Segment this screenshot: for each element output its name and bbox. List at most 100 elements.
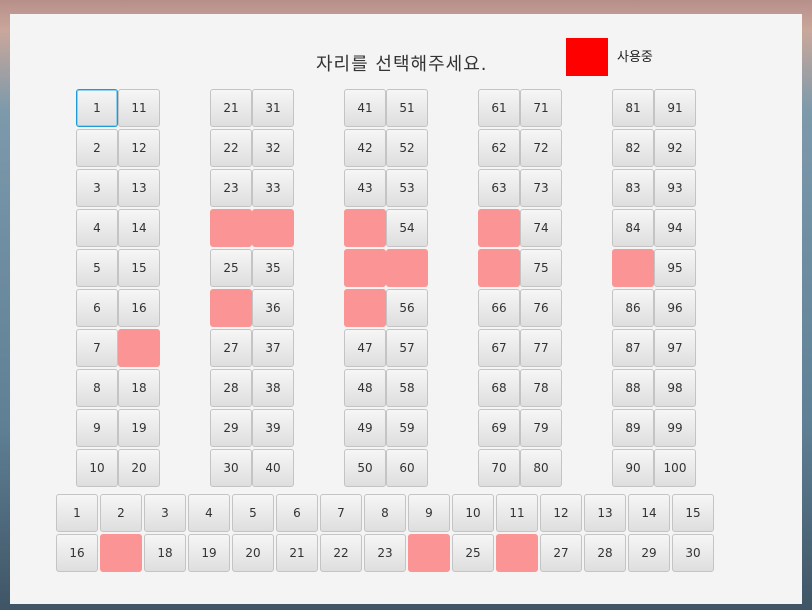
seat-button[interactable]: 37 <box>252 329 294 367</box>
seat-button[interactable]: 97 <box>654 329 696 367</box>
seat-button[interactable]: 17 <box>100 534 142 572</box>
seat-button[interactable]: 47 <box>344 329 386 367</box>
seat-button[interactable]: 39 <box>252 409 294 447</box>
seat-button[interactable]: 60 <box>386 449 428 487</box>
seat-button[interactable]: 14 <box>628 494 670 532</box>
seat-button[interactable]: 69 <box>478 409 520 447</box>
seat-button[interactable]: 38 <box>252 369 294 407</box>
seat-button[interactable]: 87 <box>612 329 654 367</box>
seat-button[interactable]: 51 <box>386 89 428 127</box>
seat-button[interactable]: 92 <box>654 129 696 167</box>
seat-button[interactable]: 28 <box>584 534 626 572</box>
seat-button[interactable]: 13 <box>118 169 160 207</box>
seat-button[interactable]: 43 <box>344 169 386 207</box>
seat-button[interactable]: 75 <box>520 249 562 287</box>
seat-button[interactable]: 2 <box>76 129 118 167</box>
seat-button[interactable]: 73 <box>520 169 562 207</box>
seat-button[interactable]: 53 <box>386 169 428 207</box>
seat-button[interactable]: 6 <box>76 289 118 327</box>
seat-button[interactable]: 9 <box>408 494 450 532</box>
seat-button[interactable]: 54 <box>386 209 428 247</box>
seat-button[interactable]: 10 <box>76 449 118 487</box>
seat-button[interactable]: 64 <box>478 209 520 247</box>
seat-button[interactable]: 27 <box>210 329 252 367</box>
seat-button[interactable]: 52 <box>386 129 428 167</box>
seat-button[interactable]: 41 <box>344 89 386 127</box>
seat-button[interactable]: 93 <box>654 169 696 207</box>
seat-button[interactable]: 48 <box>344 369 386 407</box>
seat-button[interactable]: 62 <box>478 129 520 167</box>
seat-button[interactable]: 50 <box>344 449 386 487</box>
seat-button[interactable]: 86 <box>612 289 654 327</box>
seat-button[interactable]: 9 <box>76 409 118 447</box>
seat-button[interactable]: 3 <box>76 169 118 207</box>
seat-button[interactable]: 16 <box>118 289 160 327</box>
seat-button[interactable]: 7 <box>76 329 118 367</box>
seat-button[interactable]: 83 <box>612 169 654 207</box>
seat-button[interactable]: 84 <box>612 209 654 247</box>
seat-button[interactable]: 46 <box>344 289 386 327</box>
seat-button[interactable]: 27 <box>540 534 582 572</box>
seat-button[interactable]: 12 <box>540 494 582 532</box>
seat-button[interactable]: 5 <box>76 249 118 287</box>
seat-button[interactable]: 58 <box>386 369 428 407</box>
seat-button[interactable]: 8 <box>364 494 406 532</box>
seat-button[interactable]: 29 <box>210 409 252 447</box>
seat-button[interactable]: 1 <box>56 494 98 532</box>
seat-button[interactable]: 34 <box>252 209 294 247</box>
seat-button[interactable]: 49 <box>344 409 386 447</box>
seat-button[interactable]: 19 <box>118 409 160 447</box>
seat-button[interactable]: 40 <box>252 449 294 487</box>
seat-button[interactable]: 45 <box>344 249 386 287</box>
seat-button[interactable]: 94 <box>654 209 696 247</box>
seat-button[interactable]: 29 <box>628 534 670 572</box>
seat-button[interactable]: 14 <box>118 209 160 247</box>
seat-button[interactable]: 16 <box>56 534 98 572</box>
seat-button[interactable]: 5 <box>232 494 274 532</box>
seat-button[interactable]: 99 <box>654 409 696 447</box>
seat-button[interactable]: 89 <box>612 409 654 447</box>
seat-button[interactable]: 95 <box>654 249 696 287</box>
seat-button[interactable]: 68 <box>478 369 520 407</box>
seat-button[interactable]: 12 <box>118 129 160 167</box>
seat-button[interactable]: 59 <box>386 409 428 447</box>
seat-button[interactable]: 10 <box>452 494 494 532</box>
seat-button[interactable]: 79 <box>520 409 562 447</box>
seat-button[interactable]: 55 <box>386 249 428 287</box>
seat-button[interactable]: 22 <box>320 534 362 572</box>
seat-button[interactable]: 36 <box>252 289 294 327</box>
seat-button[interactable]: 56 <box>386 289 428 327</box>
seat-button[interactable]: 4 <box>76 209 118 247</box>
seat-button[interactable]: 15 <box>672 494 714 532</box>
seat-button[interactable]: 78 <box>520 369 562 407</box>
seat-button[interactable]: 25 <box>452 534 494 572</box>
seat-button[interactable]: 72 <box>520 129 562 167</box>
seat-button[interactable]: 77 <box>520 329 562 367</box>
seat-button[interactable]: 15 <box>118 249 160 287</box>
seat-button[interactable]: 32 <box>252 129 294 167</box>
seat-button[interactable]: 65 <box>478 249 520 287</box>
seat-button[interactable]: 98 <box>654 369 696 407</box>
seat-button[interactable]: 88 <box>612 369 654 407</box>
seat-button[interactable]: 26 <box>210 289 252 327</box>
seat-button[interactable]: 17 <box>118 329 160 367</box>
seat-button[interactable]: 6 <box>276 494 318 532</box>
seat-button[interactable]: 25 <box>210 249 252 287</box>
seat-button[interactable]: 81 <box>612 89 654 127</box>
seat-button[interactable]: 18 <box>144 534 186 572</box>
seat-button[interactable]: 8 <box>76 369 118 407</box>
seat-button[interactable]: 20 <box>118 449 160 487</box>
seat-button[interactable]: 30 <box>210 449 252 487</box>
seat-button[interactable]: 67 <box>478 329 520 367</box>
seat-button[interactable]: 2 <box>100 494 142 532</box>
seat-button[interactable]: 74 <box>520 209 562 247</box>
seat-button[interactable]: 18 <box>118 369 160 407</box>
seat-button[interactable]: 21 <box>276 534 318 572</box>
seat-button[interactable]: 57 <box>386 329 428 367</box>
seat-button[interactable]: 35 <box>252 249 294 287</box>
seat-button[interactable]: 24 <box>408 534 450 572</box>
seat-button[interactable]: 33 <box>252 169 294 207</box>
seat-button[interactable]: 1 <box>76 89 118 127</box>
seat-button[interactable]: 44 <box>344 209 386 247</box>
seat-button[interactable]: 91 <box>654 89 696 127</box>
